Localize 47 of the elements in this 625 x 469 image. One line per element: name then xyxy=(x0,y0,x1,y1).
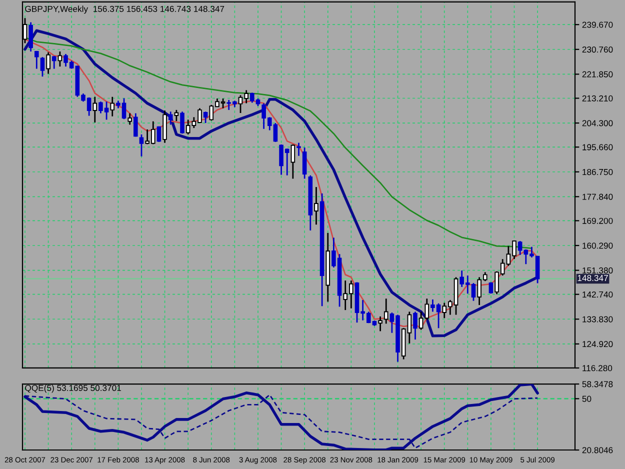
candlestick xyxy=(52,55,56,70)
candlestick xyxy=(134,112,138,138)
candlestick xyxy=(384,298,388,324)
candlestick xyxy=(180,110,184,134)
candlestick xyxy=(168,110,173,126)
candlestick xyxy=(128,112,132,126)
y-tick-label: 169.200 xyxy=(582,218,613,224)
candlestick xyxy=(40,56,45,78)
candlestick xyxy=(174,109,179,122)
candlestick xyxy=(156,126,162,143)
candlestick xyxy=(378,316,382,332)
y-tick-label: 213.210 xyxy=(582,95,613,102)
candlestick xyxy=(314,186,318,226)
y-tick-label: 195.660 xyxy=(582,144,613,150)
y-tick-label: 124.920 xyxy=(582,341,613,348)
y-tick-label: 58.3478 xyxy=(582,381,613,388)
candlestick xyxy=(34,50,39,70)
candlestick xyxy=(139,134,144,158)
candlestick xyxy=(203,110,208,124)
candlestick xyxy=(413,311,418,340)
y-tick-label: 221.850 xyxy=(582,71,613,78)
candlestick xyxy=(186,118,190,136)
y-tick-label: 160.290 xyxy=(582,242,613,249)
y-tick-label: 177.840 xyxy=(582,194,613,200)
candlestick xyxy=(290,144,296,180)
chart-title: QQE(5) 53.1695 50.3701 xyxy=(25,384,121,393)
y-tick-label: 186.750 xyxy=(582,168,613,176)
candlestick xyxy=(28,22,33,52)
candlestick xyxy=(518,240,522,256)
y-tick-label: 204.300 xyxy=(582,120,613,126)
y-tick-label: 20.8046 xyxy=(582,447,613,454)
y-tick-label: 142.740 xyxy=(582,291,613,298)
chart-title: GBPJPY,Weekly 156.375 156.453 146.743 148.347 xyxy=(25,6,224,14)
y-tick-label: 50 xyxy=(582,396,592,402)
candlestick xyxy=(407,311,412,344)
candlestick xyxy=(58,50,62,68)
candlestick xyxy=(92,96,98,124)
candlestick xyxy=(46,52,50,74)
candlestick xyxy=(110,96,115,118)
y-tick-label: 116.280 xyxy=(582,365,612,372)
candlestick xyxy=(302,146,307,180)
y-tick-label: 239.670 xyxy=(582,22,613,28)
y-tick-label: 151.380 xyxy=(582,267,613,274)
y-tick-label: 230.760 xyxy=(582,46,613,53)
y-tick-label: 133.830 xyxy=(582,316,613,322)
candlestick xyxy=(296,142,301,157)
ref-line-label: 148.347 xyxy=(578,274,608,282)
